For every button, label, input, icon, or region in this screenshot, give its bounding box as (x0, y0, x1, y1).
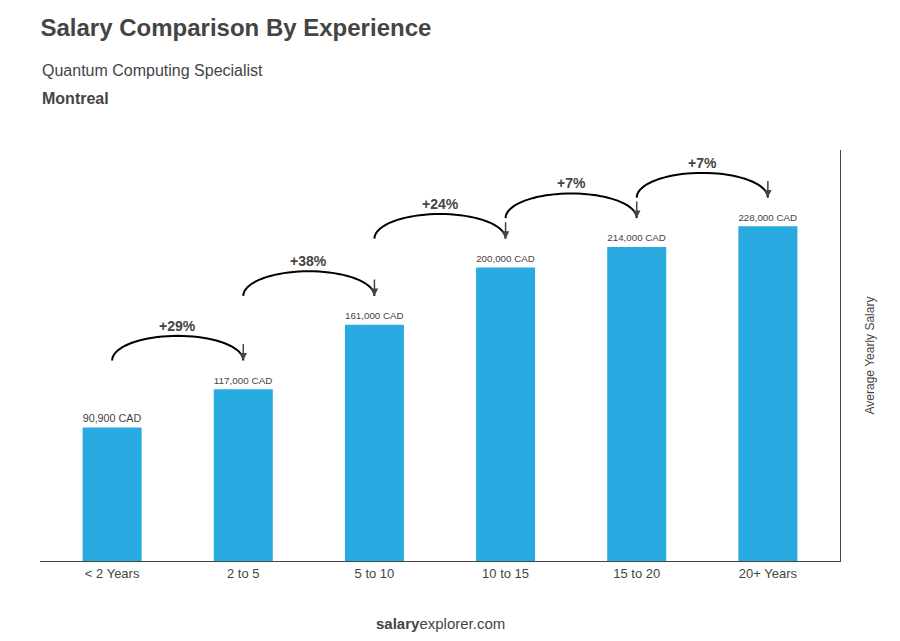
svg-text:Montreal: Montreal (42, 90, 109, 107)
svg-text:Salary Comparison By Experienc: Salary Comparison By Experience (41, 14, 432, 41)
svg-text:15 to 20: 15 to 20 (613, 566, 660, 581)
svg-text:salaryexplorer.com: salaryexplorer.com (376, 615, 505, 632)
svg-text:Quantum Computing Specialist: Quantum Computing Specialist (42, 62, 263, 79)
svg-text:5 to 10: 5 to 10 (355, 566, 395, 581)
svg-text:2 to 5: 2 to 5 (227, 566, 260, 581)
svg-text:90,900 CAD: 90,900 CAD (83, 412, 142, 424)
svg-text:228,000 CAD: 228,000 CAD (738, 212, 797, 223)
svg-text:+24%: +24% (422, 196, 459, 212)
svg-text:20+ Years: 20+ Years (739, 566, 798, 581)
svg-text:117,000 CAD: 117,000 CAD (214, 375, 273, 386)
svg-text:214,000 CAD: 214,000 CAD (607, 232, 666, 243)
svg-text:10 to 15: 10 to 15 (482, 566, 529, 581)
svg-text:Average Yearly Salary: Average Yearly Salary (863, 297, 877, 415)
svg-text:+29%: +29% (159, 318, 196, 334)
svg-text:+38%: +38% (290, 253, 327, 269)
svg-text:200,000 CAD: 200,000 CAD (476, 253, 535, 264)
svg-text:+7%: +7% (688, 155, 717, 171)
svg-text:161,000 CAD: 161,000 CAD (345, 310, 404, 321)
svg-text:+7%: +7% (557, 175, 586, 191)
svg-text:< 2 Years: < 2 Years (85, 566, 140, 581)
